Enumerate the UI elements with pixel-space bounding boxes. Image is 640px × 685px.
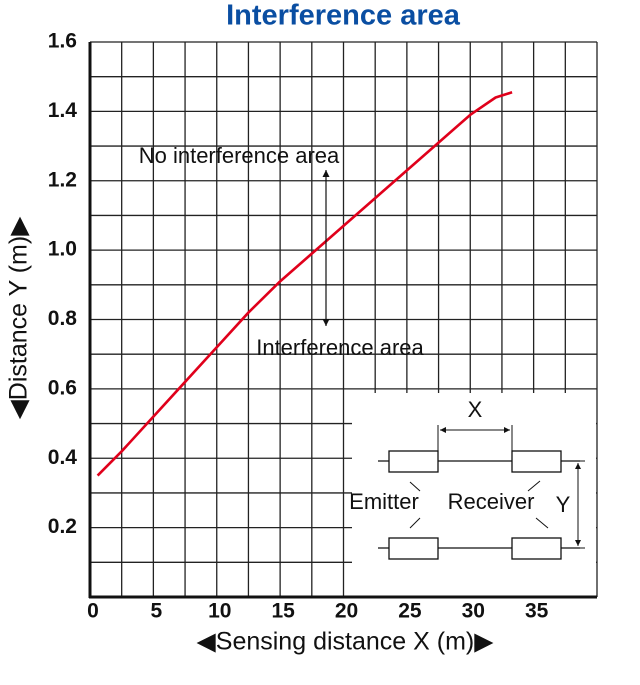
receiver-box [511,537,562,560]
inset-receiver: Receiver [448,489,535,514]
emitter-box [388,450,439,473]
x-axis-label: ◀Sensing distance X (m)▶ [197,628,495,656]
y-tick-label: 0.4 [48,446,78,469]
x-tick-label: 15 [271,600,295,623]
y-tick-label: 1.6 [48,30,77,53]
x-tick-label: 0 [87,600,99,623]
x-tick-label: 10 [208,600,231,623]
x-tick-label: 30 [462,600,485,623]
y-axis-label: ◀Distance Y (m)▶ [5,216,33,420]
receiver-box [511,450,562,473]
data-line [96,91,513,477]
chart-title: Interference area [226,0,461,32]
inset-diagram: X Y Emitter Receiver [349,393,596,596]
annotation: No interference area [139,143,340,168]
x-tick-label: 35 [525,600,549,623]
annotation: Interference area [256,335,424,360]
y-tick-label: 1.2 [48,168,77,191]
plot [96,91,513,477]
leader [535,517,549,529]
y-tick-label: 1.0 [48,238,77,261]
y-tick-label: 1.4 [48,99,78,122]
inset-x: X [468,397,483,422]
leader [527,480,541,492]
y-tick-label: 0.8 [48,307,78,330]
inset-background [352,393,596,596]
inset-y: Y [556,492,571,517]
leader [409,517,421,529]
leader [409,481,421,492]
inset-emitter: Emitter [349,489,419,514]
x-tick-label: 20 [335,600,358,623]
x-tick-label: 5 [151,600,163,623]
x-tick-label: 25 [398,600,422,623]
y-tick-label: 0.6 [48,376,77,399]
emitter-box [388,537,439,560]
y-tick-label: 0.2 [48,515,77,538]
